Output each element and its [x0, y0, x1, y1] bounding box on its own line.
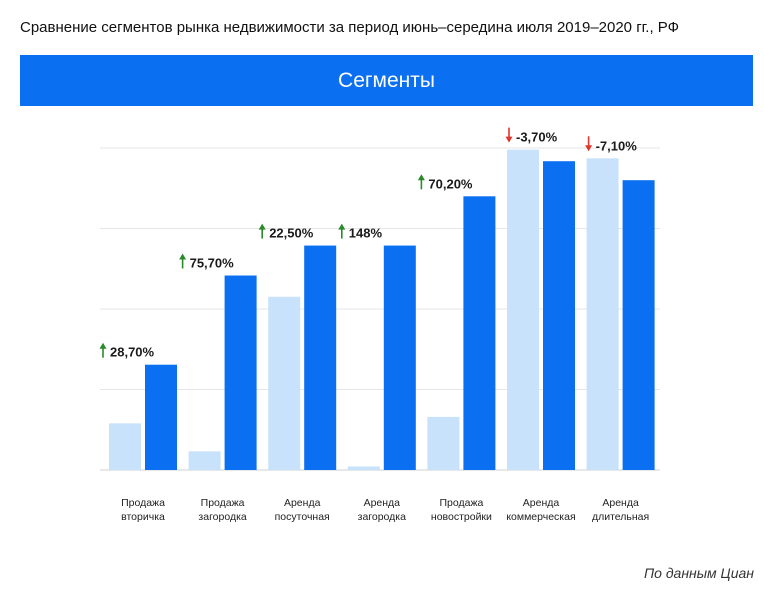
source-note: По данным Циан	[644, 565, 754, 581]
bar-2019	[427, 416, 460, 470]
change-arrow-icon	[505, 127, 513, 143]
change-label: 70,20%	[428, 176, 473, 191]
change-arrow-icon	[99, 342, 107, 358]
chart-title: Сравнение сегментов рынка недвижимости з…	[20, 19, 680, 36]
category-labels: Продажа вторичка Продажа загородка Аренда пос…	[121, 497, 649, 523]
category-label: Аренда	[602, 497, 639, 509]
category-label: Аренда	[364, 497, 401, 509]
category-label: Продажа	[201, 497, 245, 509]
category-label: Аренда	[284, 497, 321, 509]
change-arrow-icon	[417, 174, 425, 190]
category-label: Аренда	[523, 497, 560, 509]
change-arrow-icon	[338, 223, 346, 239]
bar-2020	[543, 161, 575, 470]
bar-2020	[304, 245, 337, 470]
bar-2020	[383, 245, 416, 470]
change-label: -7,10%	[596, 138, 638, 153]
bar-2019	[109, 423, 141, 470]
change-label: 75,70%	[190, 256, 235, 271]
bar-2020	[224, 275, 257, 470]
segments-banner: Сегменты	[20, 55, 753, 106]
bar-2020	[145, 364, 177, 470]
category-label: новостройки	[431, 511, 492, 523]
change-label: 148%	[349, 226, 383, 241]
bar-2019	[507, 149, 539, 471]
category-label: загородка	[198, 511, 246, 523]
category-label: длительная	[592, 511, 649, 523]
category-label: посуточная	[275, 511, 330, 523]
category-label: Продажа	[121, 497, 165, 509]
change-label: 22,50%	[269, 226, 314, 241]
change-label: -3,70%	[516, 130, 558, 145]
bar-2020	[622, 180, 655, 470]
change-arrow-icon	[585, 136, 593, 152]
bar-2019	[188, 451, 221, 470]
bar-2020	[463, 196, 496, 471]
bar-2019	[268, 296, 301, 470]
category-label: вторичка	[121, 511, 165, 523]
change-labels: 28,70% 75,70% 22,50% 148% 70,20% -3,70% -7,10%	[99, 127, 638, 360]
change-arrow-icon	[179, 253, 187, 269]
change-arrow-icon	[258, 223, 266, 239]
grid-lines	[100, 147, 660, 471]
category-label: загородка	[358, 511, 406, 523]
bars	[109, 149, 655, 471]
category-label: коммерческая	[506, 511, 575, 523]
banner-label: Сегменты	[338, 69, 435, 92]
change-label: 28,70%	[110, 345, 155, 360]
category-label: Продажа	[439, 497, 483, 509]
bar-2019	[347, 466, 380, 470]
bar-2019	[586, 158, 619, 470]
